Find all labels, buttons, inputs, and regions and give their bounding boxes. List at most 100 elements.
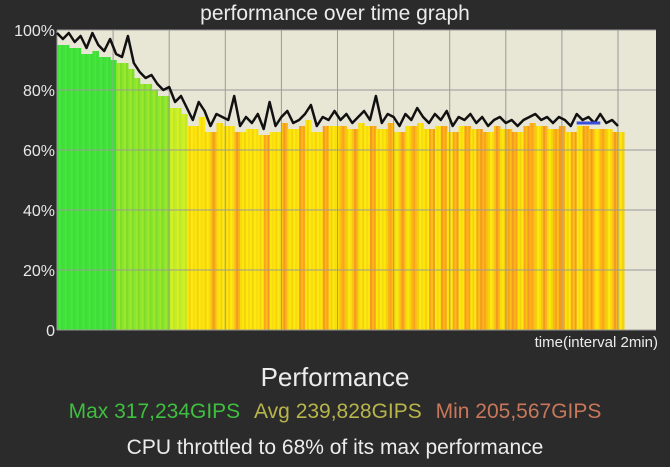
- color-band: [427, 129, 430, 330]
- color-band: [529, 123, 532, 330]
- color-band: [598, 129, 601, 330]
- color-band: [600, 129, 603, 330]
- color-band: [238, 132, 241, 330]
- color-band: [123, 63, 127, 330]
- color-band: [584, 126, 588, 330]
- color-band: [232, 126, 235, 330]
- color-band: [421, 123, 424, 330]
- color-band: [454, 132, 458, 330]
- color-band: [314, 132, 318, 330]
- color-band: [119, 63, 123, 330]
- color-band: [409, 126, 412, 330]
- color-band: [440, 126, 444, 330]
- color-band: [88, 54, 92, 330]
- color-band: [438, 126, 442, 330]
- color-band: [499, 129, 503, 330]
- color-band: [434, 126, 438, 330]
- chart-title: performance over time graph: [200, 2, 470, 25]
- color-band: [245, 129, 249, 330]
- color-band: [429, 129, 432, 330]
- color-band: [472, 129, 475, 330]
- color-band: [503, 129, 507, 330]
- color-band: [395, 132, 399, 330]
- color-band: [186, 126, 190, 330]
- color-band: [505, 129, 509, 330]
- grid-lines: [56, 29, 656, 331]
- performance-line: [56, 31, 619, 131]
- color-band: [381, 129, 385, 330]
- color-band: [247, 129, 251, 330]
- color-band: [194, 126, 198, 330]
- color-band: [444, 126, 448, 330]
- color-band: [271, 132, 275, 330]
- min-stat: Min 205,567GIPS: [435, 400, 602, 423]
- color-band: [350, 129, 353, 330]
- color-band: [305, 120, 308, 330]
- color-band: [493, 126, 497, 330]
- color-band: [181, 114, 184, 330]
- color-band: [513, 132, 517, 330]
- color-band: [220, 123, 223, 330]
- color-band: [525, 126, 529, 330]
- color-band: [242, 132, 245, 330]
- color-band: [303, 126, 306, 330]
- color-band: [539, 126, 542, 330]
- color-band: [375, 129, 379, 330]
- color-band: [318, 132, 322, 330]
- color-band: [127, 69, 131, 330]
- color-band: [578, 126, 582, 330]
- color-band: [312, 132, 316, 330]
- color-band: [614, 132, 617, 330]
- color-band: [592, 129, 595, 330]
- color-band: [98, 57, 101, 330]
- color-band: [295, 129, 298, 330]
- color-band: [495, 126, 499, 330]
- color-band: [273, 132, 277, 330]
- y-tick-label: 20%: [23, 263, 55, 280]
- color-band: [369, 126, 373, 330]
- color-band: [261, 135, 265, 330]
- color-band: [570, 132, 574, 330]
- color-band: [521, 132, 525, 330]
- color-band: [324, 126, 328, 330]
- y-tick-label: 0: [46, 323, 55, 340]
- color-band: [100, 57, 103, 330]
- color-band: [360, 123, 363, 330]
- color-band: [397, 132, 401, 330]
- color-band: [456, 132, 460, 330]
- color-band: [403, 132, 407, 330]
- color-band: [281, 123, 284, 330]
- color-band: [618, 132, 621, 330]
- color-band: [249, 129, 253, 330]
- color-band: [265, 135, 269, 330]
- color-band: [218, 123, 221, 330]
- avg-stat: Avg 239,828GIPS: [254, 400, 422, 423]
- color-band: [596, 129, 599, 330]
- color-band: [68, 48, 72, 330]
- color-band: [121, 63, 125, 330]
- color-band: [411, 126, 414, 330]
- color-band: [163, 96, 166, 330]
- color-band: [358, 123, 361, 330]
- color-band: [423, 129, 426, 330]
- color-band: [236, 132, 239, 330]
- color-band: [393, 132, 397, 330]
- color-band: [460, 126, 464, 330]
- color-band: [364, 126, 367, 330]
- color-band: [446, 132, 450, 330]
- color-band: [556, 129, 560, 330]
- color-band: [352, 129, 355, 330]
- color-band: [450, 132, 454, 330]
- color-band: [586, 126, 590, 330]
- color-band: [202, 117, 206, 330]
- color-band: [80, 54, 84, 330]
- color-band: [362, 123, 365, 330]
- y-tick-label: 80%: [23, 83, 55, 100]
- color-band: [413, 126, 416, 330]
- color-band: [259, 135, 263, 330]
- color-band: [200, 117, 204, 330]
- color-band: [564, 132, 568, 330]
- color-band: [240, 132, 243, 330]
- color-band: [96, 51, 99, 330]
- color-band: [480, 129, 483, 330]
